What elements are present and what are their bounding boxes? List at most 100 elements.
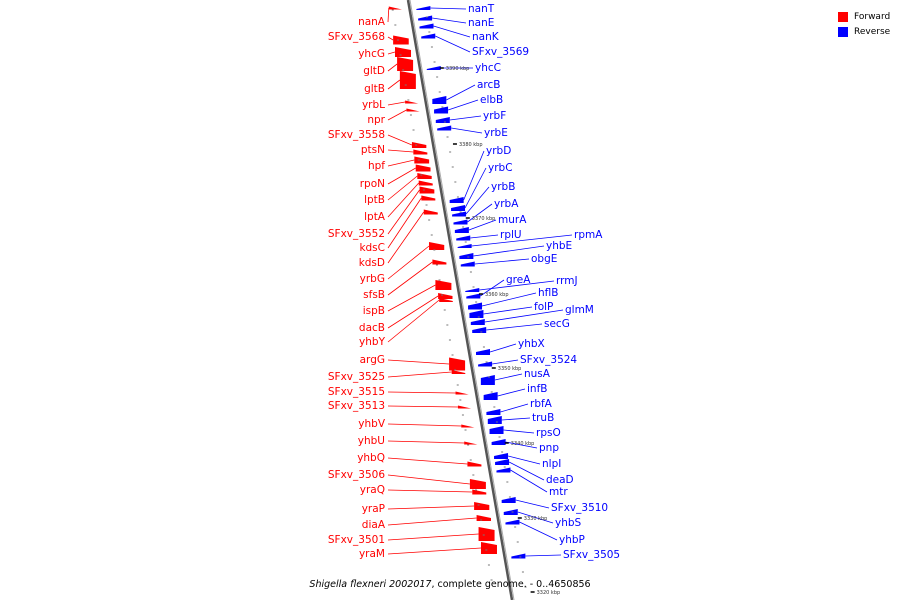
forward-gene-feature (449, 357, 466, 371)
reverse-gene-feature (486, 409, 501, 415)
reverse-leader-line (519, 521, 558, 541)
forward-leader-line (387, 284, 436, 312)
forward-gene-feature (418, 180, 433, 186)
forward-gene-feature (414, 156, 430, 164)
forward-gene-label: lptB (364, 194, 385, 206)
forward-gene-feature (406, 108, 420, 112)
forward-gene-label: ispB (363, 305, 385, 317)
forward-gene-label: diaA (362, 519, 386, 531)
reverse-gene-feature (491, 439, 506, 445)
reverse-leader-line (432, 17, 467, 24)
forward-gene-feature (438, 293, 453, 299)
forward-leader-line (387, 149, 414, 153)
forward-leader-line (387, 547, 482, 555)
reverse-gene-label: folP (534, 301, 553, 313)
forward-leader-line (387, 261, 433, 296)
forward-leader-line (387, 474, 470, 485)
forward-gene-feature (395, 47, 412, 57)
forward-gene-label: SFxv_3558 (328, 129, 385, 141)
forward-leader-line (387, 182, 420, 218)
reverse-leader-line (480, 279, 505, 297)
reverse-gene-label: yhbS (555, 517, 582, 529)
reverse-leader-line (435, 35, 471, 53)
reverse-gene-feature (449, 197, 464, 203)
tick-label: 3380 kbp (459, 142, 483, 148)
forward-leader-line (387, 197, 422, 249)
map-caption: Shigella flexneri 2002017, complete geno… (0, 579, 900, 590)
reverse-gene-label: deaD (546, 474, 574, 486)
reverse-leader-line (474, 258, 530, 265)
forward-leader-line (387, 79, 401, 90)
forward-gene-feature (429, 242, 445, 250)
reverse-gene-feature (483, 392, 498, 400)
reverse-leader-line (468, 219, 497, 231)
reverse-gene-label: arcB (477, 79, 501, 91)
forward-gene-label: SFxv_3525 (328, 371, 385, 383)
label-leader-lines (387, 7, 573, 557)
reverse-gene-label: SFxv_3569 (472, 46, 529, 58)
strand-legend: Forward Reverse (838, 9, 890, 39)
forward-gene-feature (415, 164, 431, 172)
forward-leader-line (387, 405, 458, 408)
reverse-swatch (838, 26, 848, 37)
reverse-gene-label: nanK (472, 31, 500, 43)
forward-gene-label: SFxv_3506 (328, 469, 385, 481)
reverse-gene-label: rplU (500, 229, 522, 241)
tick-label: 3370 kbp (472, 216, 496, 222)
reverse-gene-label: yrbA (494, 198, 519, 210)
reverse-gene-label: yrbB (491, 181, 515, 193)
forward-gene-label: SFxv_3513 (328, 400, 385, 412)
forward-gene-feature (432, 259, 447, 265)
forward-gene-feature (405, 100, 419, 104)
forward-leader-line (387, 101, 406, 106)
reverse-gene-label: mtr (549, 486, 568, 498)
forward-gene-feature (464, 441, 478, 445)
reverse-leader-line (473, 245, 545, 257)
forward-gene-label: SFxv_3501 (328, 534, 385, 546)
reverse-gene-label: nanT (468, 3, 495, 15)
reverse-gene-label: secG (544, 318, 570, 330)
legend-forward: Forward (838, 9, 890, 24)
reverse-leader-line (481, 292, 537, 307)
forward-gene-feature (439, 298, 453, 302)
forward-gene-feature (411, 142, 427, 148)
tick-label: 3360 kbp (485, 292, 509, 298)
reverse-gene-feature (478, 361, 493, 367)
forward-leader-line (387, 159, 415, 167)
reverse-gene-feature (419, 23, 434, 29)
reverse-gene-label: truB (532, 412, 554, 424)
forward-gene-feature (388, 6, 402, 10)
reverse-gene-label: yrbD (486, 145, 511, 157)
forward-gene-feature (435, 280, 452, 290)
forward-leader-line (387, 189, 420, 235)
forward-leader-line (387, 359, 450, 365)
reverse-gene-label: SFxv_3510 (551, 502, 608, 514)
caption-organism: Shigella flexneri 2002017 (309, 579, 432, 590)
forward-gene-label: ptsN (361, 144, 385, 156)
reverse-leader-line (497, 388, 526, 397)
legend-forward-label: Forward (854, 11, 891, 22)
forward-gene-feature (474, 502, 490, 510)
genome-backbone-shadow (409, 0, 515, 600)
legend-reverse: Reverse (838, 24, 890, 39)
forward-gene-label: yhbQ (357, 452, 385, 464)
forward-leader-line (387, 299, 440, 343)
reverse-leader-line (507, 455, 541, 465)
reverse-gene-feature (418, 15, 433, 21)
reverse-leader-line (430, 7, 467, 10)
forward-gene-feature (423, 209, 438, 215)
caption-rest: , complete genome. - 0..4650856 (431, 579, 591, 590)
reverse-gene-feature (496, 467, 511, 473)
forward-gene-label: kdsC (359, 242, 385, 254)
forward-gene-label: gltD (363, 65, 385, 77)
forward-gene-label: kdsD (359, 257, 385, 269)
reverse-gene-label: greA (506, 274, 531, 286)
reverse-leader-line (433, 25, 471, 38)
reverse-gene-label: yrbF (483, 110, 506, 122)
reverse-gene-label: obgE (531, 253, 557, 265)
forward-gene-label: yrbG (360, 273, 385, 285)
forward-gene-label: SFxv_3515 (328, 386, 385, 398)
reverse-gene-label: infB (527, 383, 547, 395)
forward-leader-line (387, 440, 465, 444)
